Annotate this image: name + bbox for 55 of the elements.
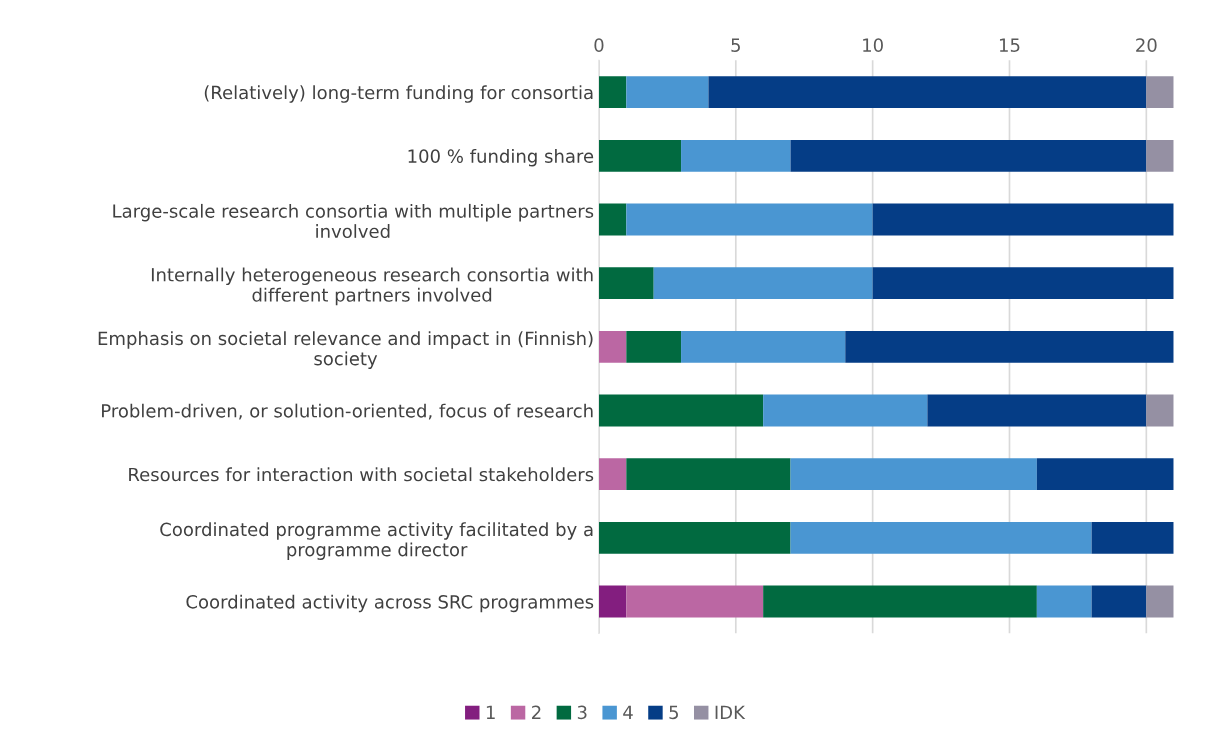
x-tick-label: 5 — [731, 38, 740, 52]
legend-label: IDK — [715, 705, 746, 719]
bar — [626, 585, 764, 618]
bar — [790, 139, 1147, 172]
bar — [626, 203, 873, 236]
y-tick-label: 100 % funding share — [408, 148, 594, 167]
bar — [598, 521, 791, 554]
bar — [598, 330, 627, 363]
bar — [1036, 585, 1092, 618]
y-tick-label: Coordinated programme activity facilitated by a programme director — [160, 522, 593, 560]
bar — [1146, 394, 1174, 427]
bar — [790, 521, 1092, 554]
y-tick-label: (Relatively) long-term funding for consortia — [204, 85, 593, 103]
legend-label: 2 — [532, 705, 541, 719]
y-tick-label: Internally heterogeneous research consortia with different partners involved — [151, 267, 593, 306]
bar — [763, 585, 1037, 618]
bar — [626, 330, 682, 363]
bar — [598, 458, 627, 491]
bar — [763, 394, 928, 427]
bar — [790, 458, 1037, 491]
bar — [598, 585, 627, 618]
y-tick-label: Emphasis on societal relevance and impact in (Finnish) society — [98, 331, 593, 369]
bar — [927, 394, 1147, 427]
bar — [845, 330, 1174, 363]
bar — [626, 458, 791, 491]
y-tick-label: Coordinated activity across SRC programmes — [186, 594, 594, 613]
bar — [653, 267, 873, 300]
bar — [598, 139, 682, 172]
bar — [1036, 458, 1174, 491]
bar — [598, 203, 627, 236]
bar — [708, 76, 1147, 109]
x-tick-label: 15 — [999, 38, 1020, 52]
bar — [1091, 521, 1174, 554]
y-tick-label: Resources for interaction with societal stakeholders — [129, 467, 594, 482]
bar — [598, 76, 627, 109]
bar — [626, 76, 709, 109]
y-tick-label: Problem-driven, or solution-oriented, focus of research — [102, 403, 593, 420]
bar — [1146, 585, 1174, 618]
y-tick-label: Large-scale research consortia with multiple partners involved — [113, 203, 594, 239]
legend-label: 5 — [669, 705, 678, 720]
x-tick-label: 20 — [1136, 38, 1157, 52]
bar — [598, 267, 654, 300]
bar — [1146, 76, 1174, 109]
bar — [598, 394, 764, 427]
x-tick-label: 0 — [594, 38, 604, 52]
bar — [872, 267, 1174, 300]
legend-label: 1 — [486, 705, 495, 719]
x-tick-label: 10 — [863, 38, 883, 52]
legend-label: 3 — [577, 705, 587, 720]
bar — [872, 203, 1174, 236]
bar — [681, 330, 846, 363]
bar — [1091, 585, 1147, 618]
legend-label: 4 — [623, 705, 633, 719]
bar — [681, 139, 791, 172]
bar — [1146, 139, 1174, 172]
